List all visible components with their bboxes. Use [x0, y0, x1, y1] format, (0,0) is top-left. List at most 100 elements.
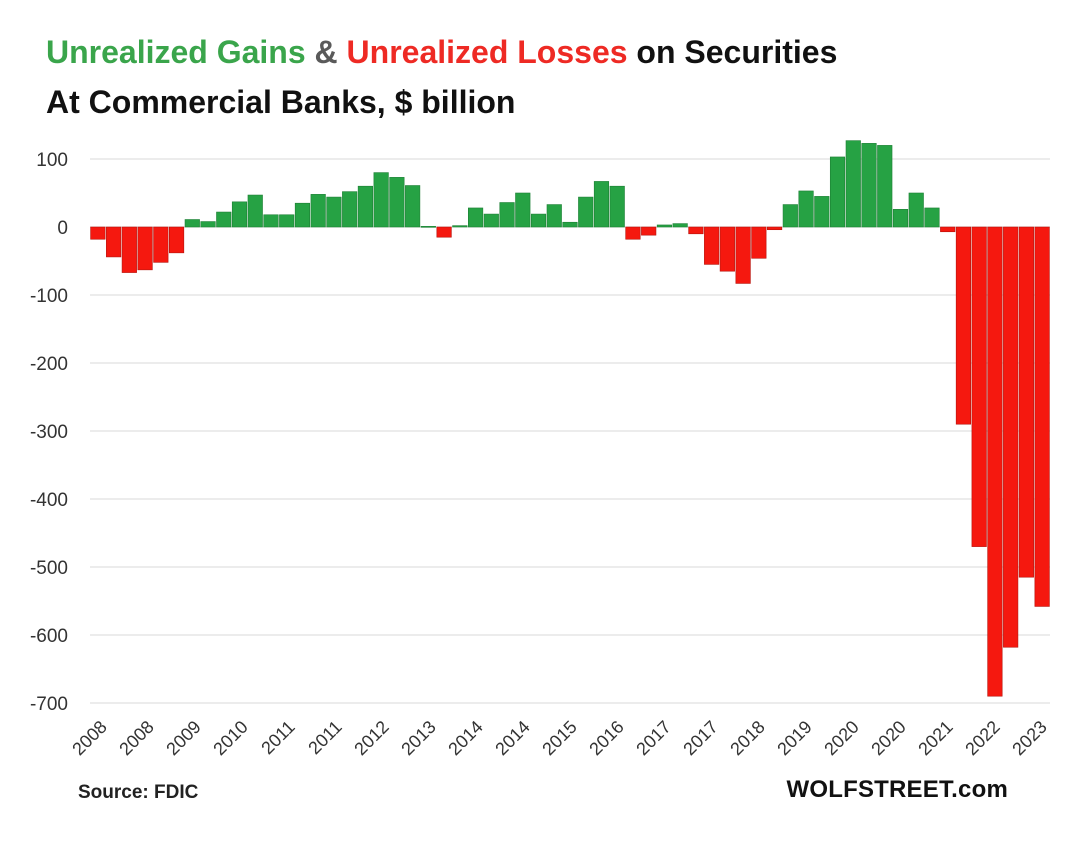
bar	[955, 226, 972, 425]
gridlines	[90, 158, 1050, 704]
y-tick-label: -300	[30, 422, 68, 443]
bar	[814, 196, 830, 228]
y-tick-label: -400	[30, 490, 68, 511]
bar	[719, 226, 735, 272]
bar	[751, 226, 767, 259]
bar	[578, 196, 594, 228]
bar	[1034, 226, 1050, 607]
bar	[861, 143, 877, 228]
title-losses: Unrealized Losses	[346, 34, 628, 70]
x-tick-label: 2011	[257, 717, 299, 759]
source-label: Source: FDIC	[78, 782, 199, 803]
bar	[829, 156, 846, 228]
bar	[90, 226, 106, 240]
bar	[294, 202, 311, 228]
bar	[688, 226, 704, 235]
x-tick-label: 2013	[397, 717, 439, 759]
bar	[436, 226, 452, 238]
bar	[515, 192, 531, 228]
title-rest: on Securities	[636, 34, 838, 70]
x-tick-label: 2014	[491, 717, 533, 759]
title-gains: Unrealized Gains	[46, 34, 306, 70]
y-tick-label: -600	[30, 626, 68, 647]
bar	[546, 204, 562, 228]
bar	[940, 226, 956, 233]
bar	[971, 226, 987, 547]
brand-label: WOLFSTREET.com	[786, 776, 1008, 803]
bar	[106, 226, 122, 258]
y-axis: 100 0 -100 -200 -300 -400 -500 -600 -700	[30, 150, 68, 715]
y-tick-label: 0	[57, 218, 68, 239]
bar	[153, 226, 169, 263]
x-tick-label: 2016	[585, 717, 627, 759]
bar	[735, 226, 751, 284]
x-tick-label: 2008	[115, 717, 157, 759]
bar	[641, 226, 657, 236]
x-tick-label: 2019	[773, 717, 815, 759]
bar	[782, 204, 798, 228]
bar	[499, 202, 515, 228]
bar	[609, 185, 625, 228]
bar	[452, 225, 468, 228]
x-tick-label: 2020	[820, 717, 862, 759]
bars	[90, 140, 1050, 697]
x-tick-label: 2020	[867, 717, 909, 759]
x-axis: 2008 2008 2009 2010 2011 2011 2012 2013 2014 2014…	[68, 717, 1050, 759]
x-tick-label: 2021	[914, 717, 956, 759]
x-tick-label: 2008	[68, 717, 110, 759]
bar	[987, 226, 1003, 697]
bar	[877, 145, 893, 228]
bar	[672, 223, 688, 228]
bar	[562, 221, 578, 228]
title-amp: &	[314, 34, 338, 70]
bar	[373, 172, 389, 228]
bar	[704, 226, 720, 265]
bar	[625, 226, 641, 240]
bar	[468, 207, 484, 228]
bar	[326, 196, 342, 228]
bar	[137, 226, 153, 271]
bar	[200, 221, 216, 228]
bar	[263, 214, 279, 228]
bar	[924, 207, 940, 228]
x-tick-label: 2015	[538, 717, 580, 759]
x-tick-label: 2023	[1008, 717, 1050, 759]
bar	[121, 226, 137, 273]
bar	[420, 226, 436, 228]
y-tick-label: 100	[36, 150, 68, 171]
y-tick-label: -200	[30, 354, 68, 375]
bar	[168, 226, 185, 254]
bar	[656, 224, 672, 228]
bar	[357, 185, 373, 228]
bar	[1003, 226, 1019, 648]
bar	[310, 194, 326, 228]
bar	[845, 140, 861, 228]
x-tick-label: 2010	[209, 717, 251, 759]
bar	[247, 194, 263, 228]
x-tick-label: 2018	[726, 717, 768, 759]
bar	[216, 211, 232, 228]
bar	[342, 191, 358, 228]
y-tick-label: -100	[30, 286, 68, 307]
x-tick-label: 2017	[632, 717, 674, 759]
bar	[184, 219, 200, 228]
x-tick-label: 2011	[304, 717, 346, 759]
chart-subtitle: At Commercial Banks, $ billion	[46, 84, 516, 120]
bar	[483, 213, 499, 228]
bar	[1018, 226, 1034, 578]
x-tick-label: 2009	[162, 717, 204, 759]
x-tick-label: 2022	[961, 717, 1003, 759]
bar	[405, 185, 421, 228]
bar	[389, 177, 405, 228]
bar	[231, 201, 248, 228]
bar	[279, 214, 295, 228]
bar	[908, 192, 924, 228]
bar	[798, 190, 814, 228]
bar	[593, 181, 610, 228]
x-tick-label: 2017	[679, 717, 721, 759]
y-tick-label: -500	[30, 558, 68, 579]
bar	[767, 226, 783, 231]
bar	[892, 209, 909, 228]
x-tick-label: 2012	[350, 717, 392, 759]
